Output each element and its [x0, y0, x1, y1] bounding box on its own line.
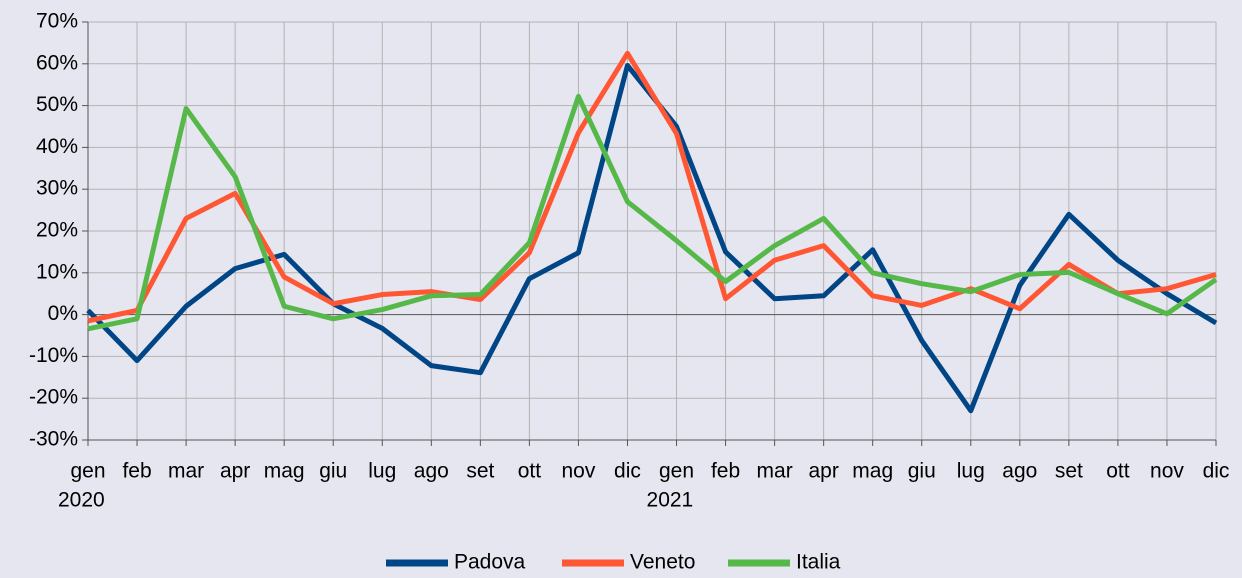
legend-label: Padova [454, 551, 526, 574]
x-tick-label: feb [122, 460, 151, 483]
x-tick-label: giu [908, 460, 936, 483]
x-tick-label: ott [518, 460, 542, 483]
x-tick-label: lug [368, 460, 396, 483]
y-tick-label: 50% [36, 93, 78, 116]
y-tick-label: 20% [36, 219, 78, 242]
x-tick-label: gen [659, 460, 694, 483]
y-tick-label: 60% [36, 51, 78, 74]
x-tick-label: set [466, 460, 494, 483]
x-tick-label: gen [70, 460, 105, 483]
y-tick-label: 40% [36, 135, 78, 158]
x-tick-label: lug [957, 460, 985, 483]
y-tick-label: -10% [29, 344, 78, 367]
y-tick-label: 0% [48, 302, 78, 325]
x-tick-label: ago [1002, 460, 1037, 483]
y-tick-label: 10% [36, 260, 78, 283]
x-tick-label: nov [562, 460, 596, 483]
x-tick-label: dic [614, 460, 641, 483]
x-tick-label: mag [852, 460, 893, 483]
x-tick-label: mag [264, 460, 305, 483]
x-tick-label: giu [319, 460, 347, 483]
x-group-label: 2020 [58, 489, 105, 512]
x-group-label: 2021 [647, 489, 694, 512]
legend-label: Italia [796, 551, 841, 574]
x-tick-label: mar [757, 460, 793, 483]
x-tick-label: set [1055, 460, 1083, 483]
x-tick-label: ott [1106, 460, 1130, 483]
x-tick-label: nov [1150, 460, 1184, 483]
x-tick-label: feb [711, 460, 740, 483]
y-tick-label: 30% [36, 177, 78, 200]
line-series [87, 50, 1217, 324]
x-tick-label: ago [414, 460, 449, 483]
y-tick-label: 70% [36, 10, 78, 33]
y-tick-label: -30% [29, 428, 78, 451]
x-tick-label: mar [168, 460, 204, 483]
x-tick-label: dic [1203, 460, 1230, 483]
x-tick-label: apr [220, 460, 250, 483]
line-series [87, 93, 1218, 332]
x-tick-label: apr [808, 460, 838, 483]
legend-label: Veneto [630, 551, 695, 574]
y-tick-label: -20% [29, 386, 78, 409]
